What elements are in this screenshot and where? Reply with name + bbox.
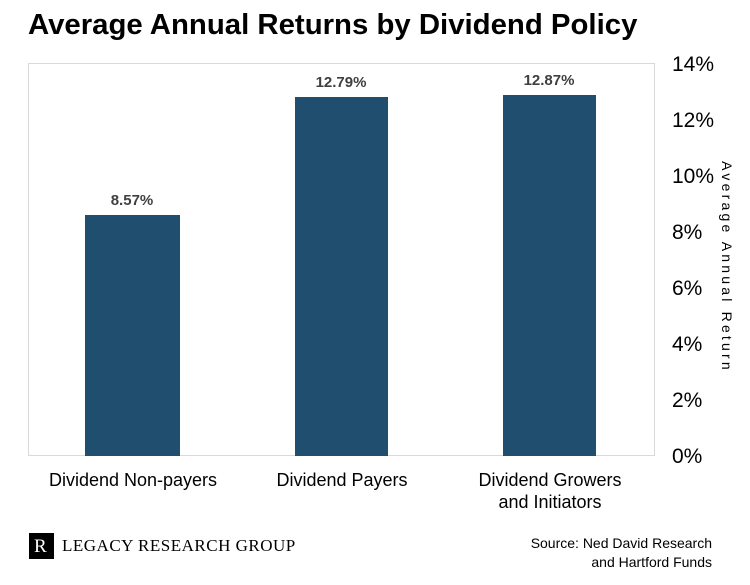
svg-text:R: R <box>34 536 47 556</box>
